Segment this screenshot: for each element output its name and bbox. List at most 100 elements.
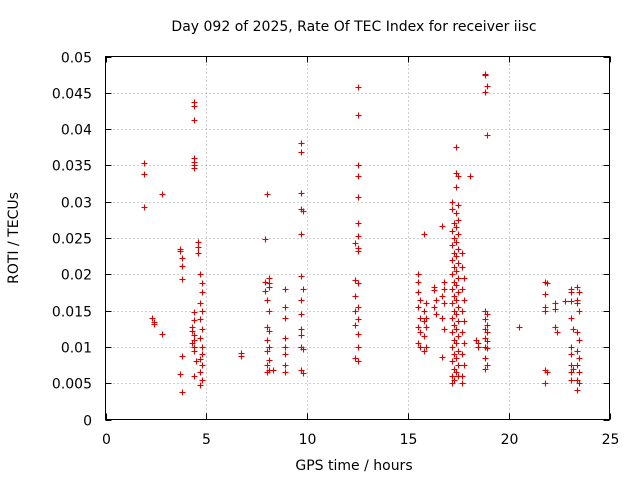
data-point xyxy=(574,329,581,336)
data-point xyxy=(199,351,206,358)
data-point xyxy=(576,369,583,376)
data-point xyxy=(197,356,204,363)
data-point xyxy=(266,284,273,291)
data-point xyxy=(451,235,458,242)
data-point xyxy=(449,286,456,293)
data-point xyxy=(467,173,474,180)
data-point xyxy=(415,289,422,296)
data-point xyxy=(484,132,491,139)
data-point xyxy=(459,373,466,380)
data-point xyxy=(262,236,269,243)
y-tick-label: 0 xyxy=(83,414,92,430)
data-point xyxy=(441,300,448,307)
data-point xyxy=(568,369,575,376)
y-tick-label: 0.045 xyxy=(52,87,92,103)
data-point xyxy=(449,315,456,322)
data-point xyxy=(300,208,307,215)
data-point xyxy=(352,240,359,247)
data-point xyxy=(141,204,148,211)
data-point xyxy=(264,369,271,376)
chart-title: Day 092 of 2025, Rate Of TEC Index for r… xyxy=(171,19,536,35)
data-point xyxy=(355,331,362,338)
data-point xyxy=(355,112,362,119)
data-point xyxy=(552,306,559,313)
data-point xyxy=(449,300,456,307)
data-point xyxy=(544,369,551,376)
data-point xyxy=(439,315,446,322)
data-point xyxy=(355,194,362,201)
data-point xyxy=(282,344,289,351)
data-point xyxy=(455,202,462,209)
data-point xyxy=(453,297,460,304)
data-point xyxy=(191,317,198,324)
x-tick-label: 20 xyxy=(501,432,519,448)
data-point xyxy=(355,162,362,169)
data-point xyxy=(195,250,202,257)
x-tick-label: 10 xyxy=(299,432,317,448)
data-point xyxy=(421,308,428,315)
data-point xyxy=(199,308,206,315)
data-point xyxy=(179,353,186,360)
data-point xyxy=(300,346,307,353)
y-tick-label: 0.025 xyxy=(52,232,92,248)
data-point xyxy=(449,199,456,206)
data-point xyxy=(453,311,460,318)
data-point xyxy=(461,318,468,325)
data-point xyxy=(576,337,583,344)
data-point xyxy=(461,340,468,347)
data-point xyxy=(451,264,458,271)
data-point xyxy=(355,248,362,255)
data-point xyxy=(355,316,362,323)
y-tick-label: 0.02 xyxy=(61,268,92,284)
data-point xyxy=(159,191,166,198)
y-tick-label: 0.04 xyxy=(61,123,92,139)
data-point xyxy=(298,332,305,339)
data-point xyxy=(455,289,462,296)
data-point xyxy=(355,304,362,311)
data-point xyxy=(298,231,305,238)
data-point xyxy=(568,377,575,384)
data-point xyxy=(562,298,569,305)
data-point xyxy=(441,279,448,286)
data-point xyxy=(449,344,456,351)
data-point xyxy=(197,316,204,323)
data-point xyxy=(199,289,206,296)
data-point xyxy=(449,380,456,387)
data-point xyxy=(449,206,456,213)
data-point xyxy=(431,304,438,311)
data-point xyxy=(264,337,271,344)
data-point xyxy=(355,173,362,180)
data-point xyxy=(459,286,466,293)
data-point xyxy=(455,362,462,369)
data-point xyxy=(423,344,430,351)
data-point xyxy=(421,348,428,355)
data-point xyxy=(298,311,305,318)
data-point xyxy=(482,89,489,96)
data-point xyxy=(197,382,204,389)
data-point xyxy=(191,373,198,380)
data-point xyxy=(453,340,460,347)
data-point xyxy=(266,308,273,315)
data-point xyxy=(262,288,269,295)
data-point xyxy=(191,165,198,172)
data-point xyxy=(542,291,549,298)
data-point xyxy=(576,380,583,387)
data-point xyxy=(459,380,466,387)
y-tick-labels: 0 0.005 0.01 0.015 0.02 0.025 0.03 0.035 0.04 0.0… xyxy=(52,51,92,430)
data-point xyxy=(568,344,575,351)
data-point xyxy=(451,351,458,358)
data-point xyxy=(484,362,491,369)
data-point xyxy=(355,84,362,91)
data-point xyxy=(189,340,196,347)
data-point xyxy=(282,362,289,369)
data-point xyxy=(298,140,305,147)
data-point xyxy=(431,287,438,294)
data-point xyxy=(455,275,462,282)
data-point xyxy=(455,231,462,238)
data-point xyxy=(453,184,460,191)
data-point xyxy=(461,297,468,304)
plot-frame xyxy=(105,56,610,420)
data-point xyxy=(484,338,491,345)
data-point xyxy=(576,308,583,315)
data-point xyxy=(453,239,460,246)
